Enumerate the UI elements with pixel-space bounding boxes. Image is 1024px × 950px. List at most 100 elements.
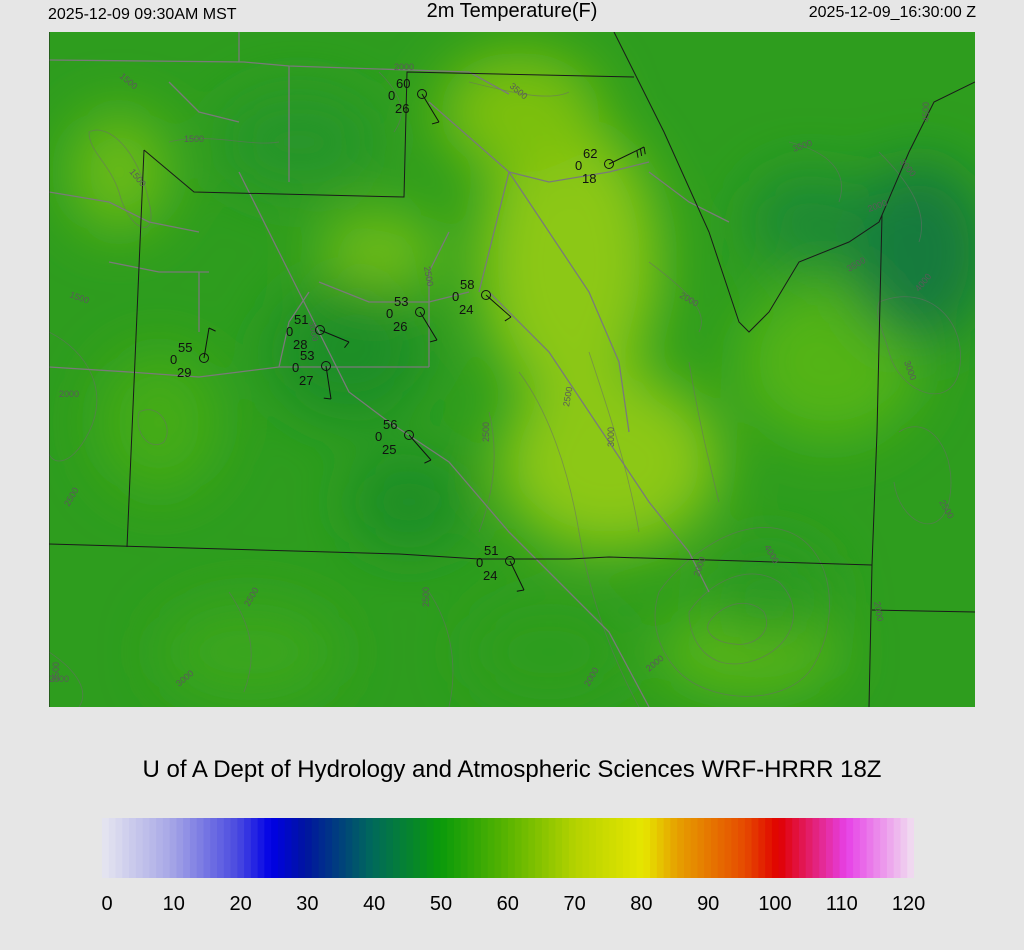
station-circle [481,290,491,300]
colorbar-tick-label: 40 [363,893,386,915]
colorbar-segment [805,818,814,878]
colorbar-segment [555,818,563,878]
temperature-map: 1500 1500 1500 1500 2000 2500 3500 2000 2000 2500… [49,32,975,707]
station-wind-speed: 0 [286,324,293,339]
colorbar-segment [717,818,726,878]
colorbar-segment [129,818,137,878]
colorbar-graphic [102,818,915,878]
colorbar-segment [230,818,238,878]
contour-label: 1500 [184,134,204,144]
colorbar-tick-label: 120 [891,893,926,915]
colorbar-segment [521,818,529,878]
station-temperature: 53 [394,294,408,309]
colorbar-segment [812,818,820,878]
colorbar-segment [406,818,414,878]
station-wind-speed: 0 [170,352,177,367]
station-temperature: 55 [178,340,192,355]
colorbar-segment [568,818,577,878]
station-dewpoint: 26 [395,101,409,116]
station-dewpoint: 18 [582,171,596,186]
station-circle [315,325,325,335]
colorbar-segment [771,818,780,878]
wind-barb-shaft [509,560,525,591]
map-canvas: 1500150015001500200025003500200020002500… [49,32,975,707]
station-temperature: 62 [583,146,597,161]
colorbar-segment [318,818,326,878]
colorbar-segment [271,818,279,878]
colorbar-segment [623,818,631,878]
contour-label: 2500 [561,386,574,407]
colorbar-segment [447,818,455,878]
colorbar-segment [108,818,117,878]
colorbar-segment [298,818,306,878]
colorbar-segment [433,818,441,878]
colorbar-segment [629,818,638,878]
station-temperature: 51 [484,543,498,558]
station-wind-speed: 0 [292,360,299,375]
colorbar-segment [738,818,746,878]
wind-barb-shaft [319,329,350,343]
station-dewpoint: 25 [382,442,396,457]
station-wind-speed: 0 [375,429,382,444]
wind-barb-flag [504,316,512,322]
colorbar-segment [907,818,915,878]
local-time-label: 2025-12-09 09:30AM MST [48,6,237,23]
station-plots: 6002662018580245302651028530275502956025… [170,76,646,592]
colorbar-segment [765,818,773,878]
colorbar-segment [744,818,753,878]
colorbar-segment [284,818,293,878]
colorbar-segment [683,818,692,878]
colorbar-segment [257,818,265,878]
colorbar-segment [609,818,617,878]
wind-barb-flag [639,148,643,157]
colorbar-segment [115,818,123,878]
station-dewpoint: 27 [299,373,313,388]
colorbar-tick-label: 70 [563,893,586,915]
station-circle [321,361,331,371]
colorbar-segment [399,818,408,878]
colorbar-segment [460,818,468,878]
colorbar-segment [474,818,482,878]
colorbar-segment [467,818,475,878]
colorbar-segment [832,818,841,878]
colorbar-segment [244,818,252,878]
temperature-colorbar [102,818,915,878]
wind-barb-shaft [203,327,210,359]
colorbar-tick-label: 60 [496,893,519,915]
colorbar-segment [900,818,908,878]
colorbar-segment [677,818,685,878]
wind-barb-shaft [608,146,645,165]
contour-label: 2500 [481,422,491,442]
colorbar-segment [386,818,394,878]
colorbar-tick-label: 30 [296,893,319,915]
colorbar-segment [548,818,556,878]
station-dewpoint: 24 [483,568,497,583]
colorbar-tick-label: 50 [429,893,453,915]
contour-label: 2000 [59,389,79,399]
colorbar-segment [575,818,584,878]
colorbar-segment [595,818,604,878]
station-wind-speed: 0 [388,88,395,103]
colorbar-segment [711,818,719,878]
colorbar-tick-label: 20 [229,893,252,915]
colorbar-segment [798,818,807,878]
contour-label: 2500 [421,587,431,607]
wind-barb-shaft [408,434,432,461]
colorbar-segment [237,818,245,878]
colorbar-segment [372,818,381,878]
colorbar-segment [643,818,651,878]
contour-label: 3500 [51,662,61,682]
colorbar-segment [535,818,543,878]
colorbar-segment [217,818,225,878]
station-dewpoint: 29 [177,365,191,380]
station-dewpoint: 24 [459,302,473,317]
colorbar-segment [724,818,732,878]
colorbar-segment [210,818,218,878]
colorbar-segment [778,818,787,878]
colorbar-segment [826,818,834,878]
colorbar-segment [379,818,387,878]
wind-barb-flag [429,339,438,343]
